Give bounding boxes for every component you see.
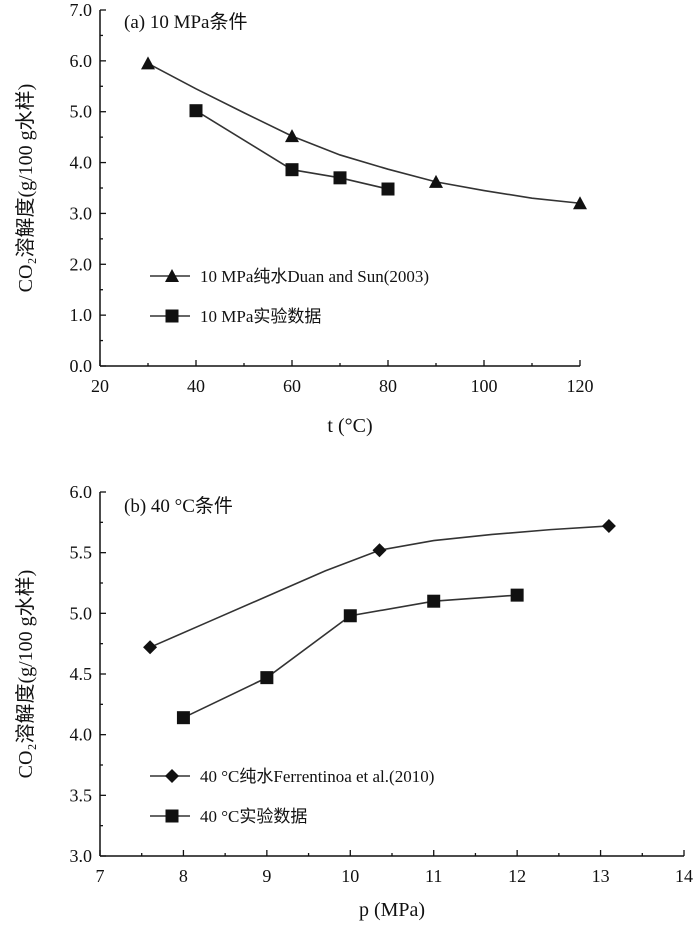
y-tick-label: 2.0: [70, 254, 93, 274]
legend-label: 10 MPa实验数据: [200, 307, 321, 326]
data-point: [343, 609, 357, 623]
data-point: [429, 174, 443, 188]
y-tick-label: 3.5: [70, 785, 93, 805]
series-1: [143, 518, 616, 655]
y-tick-label: 4.0: [70, 153, 93, 173]
y-axis-title: CO₂溶解度(g/100 g水样): [14, 84, 37, 293]
data-point: [176, 711, 190, 725]
chart-panel-a: 20 40 60 80 100 120 0.0 1.0 2.0 3.0 4.0 5.0 6.0 7.0 t …: [14, 0, 594, 437]
data-point: [381, 182, 395, 196]
legend-entry: 40 °C纯水Ferrentinoa et al.(2010): [150, 767, 434, 786]
y-tick-label: 0.0: [70, 356, 93, 376]
data-point: [260, 671, 274, 685]
x-tick-label: 20: [91, 376, 109, 396]
x-axis-title: p (MPa): [359, 899, 425, 921]
x-tick-label: 80: [379, 376, 397, 396]
x-tick-label: 40: [187, 376, 205, 396]
y-tick-label: 6.0: [70, 51, 93, 71]
x-tick-label: 13: [592, 866, 610, 886]
data-point: [510, 588, 524, 602]
legend-label: 40 °C纯水Ferrentinoa et al.(2010): [200, 767, 434, 786]
y-tick-label: 5.0: [70, 603, 93, 623]
data-point: [143, 640, 158, 655]
x-tick-label: 8: [179, 866, 188, 886]
data-point: [427, 594, 441, 608]
legend-entry: 10 MPa纯水Duan and Sun(2003): [150, 267, 429, 286]
panel-title: (b) 40 °C条件: [124, 495, 233, 517]
y-tick-label: 5.5: [70, 543, 93, 563]
x-axis-title: t (°C): [327, 415, 372, 437]
chart-panel-b: 7 8 9 10 11 12 13 14 3.0 3.5 4.0 4.5 5.0 5.5 6.0 p (MPa…: [14, 482, 693, 921]
y-tick-label: 7.0: [70, 0, 93, 20]
x-tick-label: 7: [96, 866, 105, 886]
y-tick-label: 4.0: [70, 725, 93, 745]
x-tick-label: 14: [675, 866, 693, 886]
legend-label: 10 MPa纯水Duan and Sun(2003): [200, 267, 429, 286]
legend-label: 40 °C实验数据: [200, 807, 307, 826]
data-point: [189, 104, 203, 118]
panel-title: (a) 10 MPa条件: [124, 11, 247, 33]
series-1: [141, 56, 587, 210]
data-point: [601, 518, 616, 533]
data-point: [372, 543, 387, 558]
x-tick-label: 10: [341, 866, 359, 886]
legend-entry: 40 °C实验数据: [150, 807, 307, 826]
data-point: [141, 56, 155, 70]
x-tick-label: 120: [567, 376, 594, 396]
y-tick-label: 1.0: [70, 305, 93, 325]
y-tick-label: 4.5: [70, 664, 93, 684]
y-tick-label: 5.0: [70, 102, 93, 122]
x-tick-label: 12: [508, 866, 526, 886]
data-point: [285, 129, 299, 143]
x-tick-label: 100: [471, 376, 498, 396]
x-tick-label: 9: [262, 866, 271, 886]
series-line: [195, 110, 389, 190]
legend-marker: [165, 769, 179, 783]
series-2: [176, 588, 524, 725]
series-line: [147, 62, 581, 205]
y-tick-label: 3.0: [70, 846, 93, 866]
series-2: [189, 104, 395, 196]
data-point: [573, 196, 587, 210]
y-tick-label: 6.0: [70, 482, 93, 502]
legend-marker: [165, 309, 179, 323]
legend-entry: 10 MPa实验数据: [150, 307, 321, 326]
legend-marker: [165, 809, 179, 823]
x-tick-label: 60: [283, 376, 301, 396]
data-point: [285, 163, 299, 177]
legend-marker: [165, 269, 179, 282]
y-tick-label: 3.0: [70, 203, 93, 223]
y-axis-title: CO₂溶解度(g/100 g水样): [14, 570, 37, 779]
data-point: [333, 171, 347, 185]
x-tick-label: 11: [425, 866, 442, 886]
